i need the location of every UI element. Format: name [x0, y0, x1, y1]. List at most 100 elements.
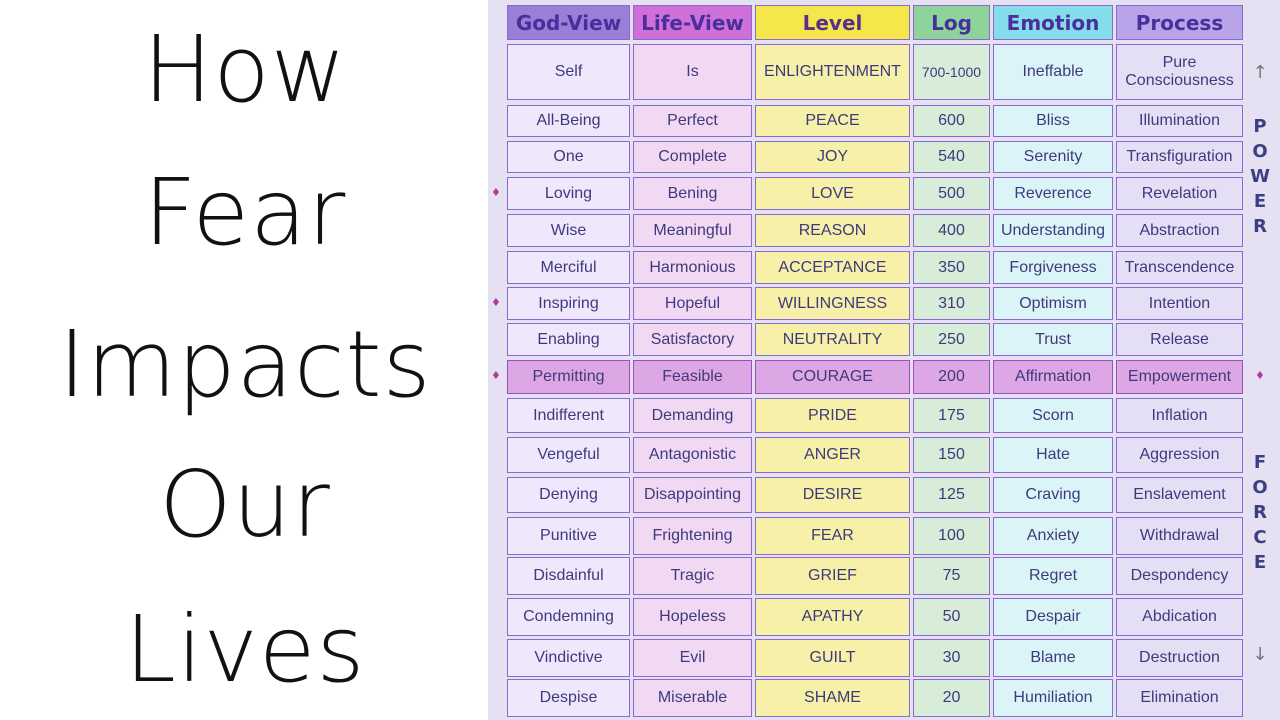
cell-life-view: Harmonious — [633, 251, 752, 284]
title-panel: How Fear Impacts Our Lives — [0, 0, 490, 720]
cell-life-view: Satisfactory — [633, 323, 752, 356]
cell-life-view: Perfect — [633, 105, 752, 137]
cell-god-view: One — [507, 141, 630, 173]
cell-god-view: Indifferent — [507, 398, 630, 433]
cell-process: Revelation — [1116, 177, 1243, 210]
header-level: Level — [755, 5, 910, 40]
cell-god-view: Wise — [507, 214, 630, 247]
cell-emotion: Anxiety — [993, 517, 1113, 555]
cell-log: 50 — [913, 598, 990, 636]
cell-process: Release — [1116, 323, 1243, 356]
cell-emotion: Regret — [993, 557, 1113, 595]
force-letter: C — [1253, 527, 1267, 548]
cell-life-view: Antagonistic — [633, 437, 752, 473]
cell-life-view: Meaningful — [633, 214, 752, 247]
cell-god-view: Disdainful — [507, 557, 630, 595]
cell-level: PEACE — [755, 105, 910, 137]
cell-emotion: Bliss — [993, 105, 1113, 137]
cell-process: Despondency — [1116, 557, 1243, 595]
cell-log: 30 — [913, 639, 990, 677]
cell-emotion: Serenity — [993, 141, 1113, 173]
cell-level: ANGER — [755, 437, 910, 473]
force-letter: F — [1253, 452, 1267, 473]
cell-log: 700-1000 — [913, 44, 990, 100]
cell-log: 200 — [913, 360, 990, 394]
cell-log: 500 — [913, 177, 990, 210]
cell-log: 600 — [913, 105, 990, 137]
title-line: Lives — [124, 596, 366, 703]
force-letter: E — [1253, 552, 1267, 573]
diamond-marker: ♦ — [491, 369, 501, 382]
cell-process: Elimination — [1116, 679, 1243, 717]
cell-emotion: Blame — [993, 639, 1113, 677]
power-letter: O — [1252, 141, 1268, 162]
cell-process: Transcendence — [1116, 251, 1243, 284]
header-life-view: Life-View — [633, 5, 752, 40]
cell-level: GRIEF — [755, 557, 910, 595]
cell-level: COURAGE — [755, 360, 910, 394]
cell-life-view: Evil — [633, 639, 752, 677]
cell-level: SHAME — [755, 679, 910, 717]
cell-god-view: Merciful — [507, 251, 630, 284]
cell-level: REASON — [755, 214, 910, 247]
cell-process: Withdrawal — [1116, 517, 1243, 555]
cell-level: APATHY — [755, 598, 910, 636]
cell-level: ACCEPTANCE — [755, 251, 910, 284]
cell-log: 75 — [913, 557, 990, 595]
cell-god-view: Vengeful — [507, 437, 630, 473]
cell-log: 100 — [913, 517, 990, 555]
cell-process: Illumination — [1116, 105, 1243, 137]
cell-life-view: Frightening — [633, 517, 752, 555]
cell-god-view: Loving — [507, 177, 630, 210]
cell-process: Empowerment — [1116, 360, 1243, 394]
cell-emotion: Hate — [993, 437, 1113, 473]
cell-log: 20 — [913, 679, 990, 717]
cell-god-view: Punitive — [507, 517, 630, 555]
cell-process: Pure Consciousness — [1116, 44, 1243, 100]
cell-process: Abstraction — [1116, 214, 1243, 247]
cell-emotion: Craving — [993, 477, 1113, 513]
cell-process: Abdication — [1116, 598, 1243, 636]
cell-level: WILLINGNESS — [755, 287, 910, 320]
diamond-marker: ♦ — [491, 185, 501, 199]
cell-log: 540 — [913, 141, 990, 173]
cell-life-view: Is — [633, 44, 752, 100]
title-line: Impacts — [58, 311, 432, 418]
cell-level: JOY — [755, 141, 910, 173]
title-line: How — [143, 16, 347, 123]
cell-log: 350 — [913, 251, 990, 284]
cell-level: ENLIGHTENMENT — [755, 44, 910, 100]
cell-level: DESIRE — [755, 477, 910, 513]
cell-god-view: Despise — [507, 679, 630, 717]
power-letter: E — [1253, 191, 1267, 212]
cell-log: 125 — [913, 477, 990, 513]
diamond-marker: ♦ — [491, 295, 501, 309]
cell-life-view: Demanding — [633, 398, 752, 433]
force-letter: O — [1252, 477, 1268, 498]
header-process: Process — [1116, 5, 1243, 40]
cell-process: Inflation — [1116, 398, 1243, 433]
cell-log: 175 — [913, 398, 990, 433]
cell-god-view: Vindictive — [507, 639, 630, 677]
header-emotion: Emotion — [993, 5, 1113, 40]
power-letter: R — [1253, 216, 1267, 237]
cell-emotion: Optimism — [993, 287, 1113, 320]
cell-life-view: Bening — [633, 177, 752, 210]
cell-level: LOVE — [755, 177, 910, 210]
cell-god-view: Enabling — [507, 323, 630, 356]
cell-god-view: Inspiring — [507, 287, 630, 320]
cell-emotion: Affirmation — [993, 360, 1113, 394]
cell-process: Transfiguration — [1116, 141, 1243, 173]
cell-emotion: Despair — [993, 598, 1113, 636]
cell-emotion: Ineffable — [993, 44, 1113, 100]
cell-log: 400 — [913, 214, 990, 247]
cell-level: PRIDE — [755, 398, 910, 433]
cell-emotion: Humiliation — [993, 679, 1113, 717]
cell-god-view: Condemning — [507, 598, 630, 636]
power-letter: W — [1250, 166, 1270, 187]
arrow-up-icon: ↑ — [1252, 62, 1268, 83]
cell-god-view: Self — [507, 44, 630, 100]
cell-log: 310 — [913, 287, 990, 320]
cell-life-view: Complete — [633, 141, 752, 173]
header-god-view: God-View — [507, 5, 630, 40]
